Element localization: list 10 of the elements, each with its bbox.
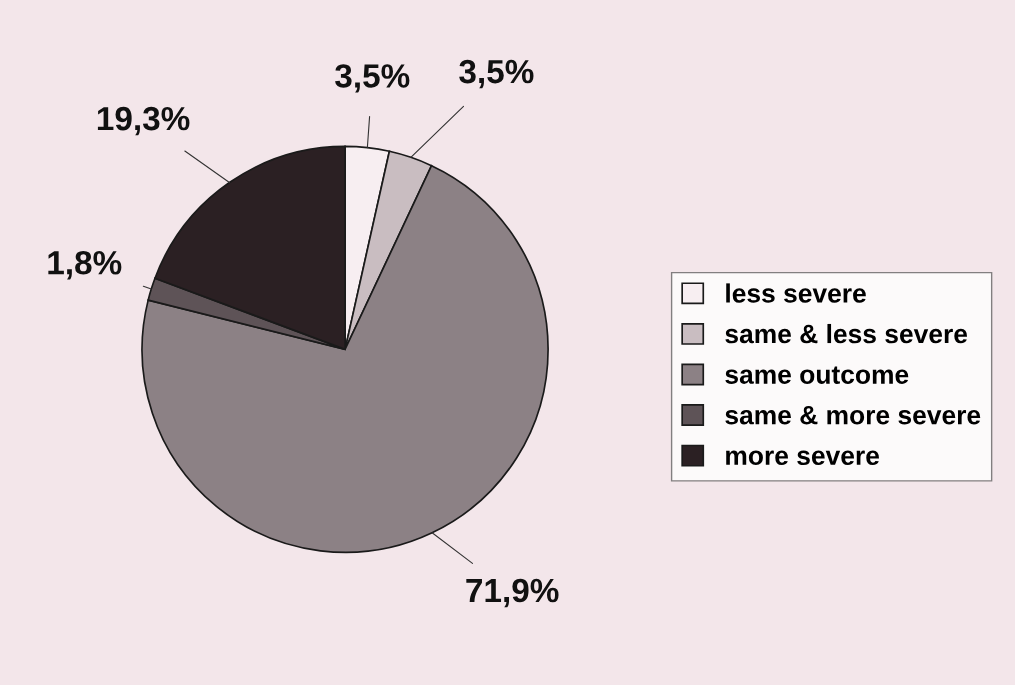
legend-label: same outcome <box>725 366 909 384</box>
legend-label: same & less severe <box>725 323 968 344</box>
data-label: 1,8% <box>48 250 122 280</box>
data-label: 3,5% <box>335 64 410 93</box>
data-label: 71,9% <box>466 578 559 608</box>
data-label: 3,5% <box>459 59 534 89</box>
legend-label: same & more severe <box>725 405 981 425</box>
data-label: 19,3% <box>97 106 190 136</box>
legend-label: more severe <box>726 450 879 466</box>
legend-label: less severe <box>726 283 866 303</box>
